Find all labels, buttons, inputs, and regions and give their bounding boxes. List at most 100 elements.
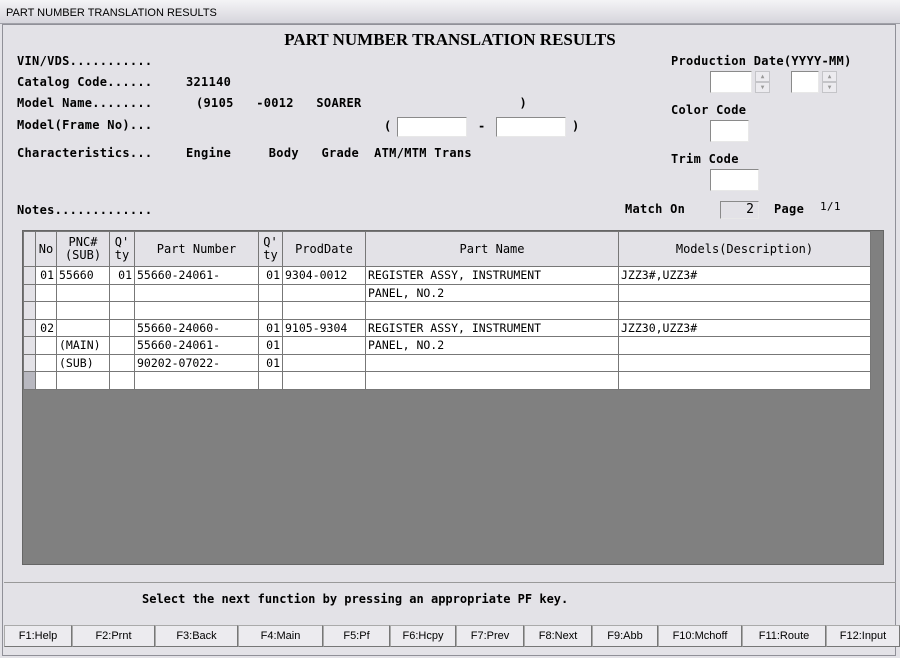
- cell-col-no: 01: [35, 266, 57, 285]
- trim-code-input[interactable]: [710, 169, 759, 191]
- table-row[interactable]: (SUB) 90202-07022- 01: [23, 353, 871, 372]
- frame-number-input[interactable]: [496, 117, 566, 137]
- color-code-input[interactable]: [710, 120, 749, 142]
- cell-col-qty2: 01: [258, 336, 283, 355]
- cell-col-qty2: [258, 283, 283, 302]
- table-row[interactable]: 01 55660 01 55660-24061- 01 9304-0012 REGISTER…: [23, 266, 871, 285]
- header-col-qty: Q' ty: [109, 231, 135, 267]
- row-selector[interactable]: [23, 336, 36, 355]
- cell-col-qty2: 01: [258, 266, 283, 285]
- model-name-label: Model Name........: [17, 96, 153, 110]
- row-selector[interactable]: [23, 266, 36, 285]
- fkey-f3-button[interactable]: F3:Back: [155, 625, 238, 647]
- cell-col-prod-date: 9304-0012: [282, 266, 366, 285]
- catalog-label: Catalog Code......: [17, 75, 153, 89]
- spin-down-icon[interactable]: ▼: [822, 82, 837, 93]
- trim-code-label: Trim Code: [671, 152, 739, 166]
- table-row[interactable]: [23, 371, 871, 390]
- fkey-f9-button[interactable]: F9:Abb: [592, 625, 658, 647]
- fkey-f12-button[interactable]: F12:Input: [826, 625, 900, 647]
- page-label: Page: [774, 202, 805, 216]
- table-row[interactable]: (MAIN) 55660-24061- 01 PANEL, NO.2: [23, 336, 871, 355]
- fkey-f1-button[interactable]: F1:Help: [4, 625, 72, 647]
- vin-label: VIN/VDS...........: [17, 54, 153, 68]
- color-code-label: Color Code: [671, 103, 747, 117]
- characteristics-columns: Engine Body Grade ATM/MTM Trans: [186, 146, 472, 160]
- header-col-models: Models(Description): [618, 231, 871, 267]
- cell-col-part-number: 55660-24061-: [134, 336, 259, 355]
- cell-col-models: [618, 301, 871, 320]
- cell-col-prod-date: [282, 283, 366, 302]
- cell-col-qty: [109, 283, 135, 302]
- window-title: PART NUMBER TRANSLATION RESULTS: [0, 0, 900, 24]
- cell-col-models: [618, 353, 871, 372]
- cell-col-models: JZZ30,UZZ3#: [618, 318, 871, 337]
- cell-col-part-name: PANEL, NO.2: [365, 283, 619, 302]
- fkey-f8-button[interactable]: F8:Next: [524, 625, 592, 647]
- frame-paren-open: (: [384, 119, 392, 133]
- match-on-label: Match On: [625, 202, 686, 216]
- fkey-f7-button[interactable]: F7:Prev: [456, 625, 524, 647]
- year-spinner[interactable]: ▲ ▼: [755, 71, 770, 93]
- production-year-input[interactable]: [710, 71, 752, 93]
- cell-col-no: [35, 353, 57, 372]
- characteristics-label: Characteristics...: [17, 146, 153, 160]
- cell-col-prod-date: [282, 301, 366, 320]
- cell-col-qty: [109, 371, 135, 390]
- cell-col-part-name: REGISTER ASSY, INSTRUMENT: [365, 318, 619, 337]
- header-col-no: No: [35, 231, 57, 267]
- table-row[interactable]: PANEL, NO.2: [23, 283, 871, 302]
- header-col-prod-date: ProdDate: [282, 231, 366, 267]
- cell-col-pnc: (MAIN): [56, 336, 110, 355]
- match-on-value: 2: [720, 201, 759, 219]
- row-selector[interactable]: [23, 371, 36, 390]
- cell-col-no: [35, 336, 57, 355]
- spin-up-icon[interactable]: ▲: [822, 71, 837, 82]
- cell-col-models: [618, 283, 871, 302]
- table-row[interactable]: [23, 301, 871, 320]
- cell-col-qty2: 01: [258, 353, 283, 372]
- cell-col-models: [618, 336, 871, 355]
- cell-col-qty2: 01: [258, 318, 283, 337]
- row-selector[interactable]: [23, 353, 36, 372]
- cell-col-models: [618, 371, 871, 390]
- production-month-input[interactable]: [791, 71, 819, 93]
- frame-label: Model(Frame No)...: [17, 118, 153, 132]
- cell-col-pnc: (SUB): [56, 353, 110, 372]
- header-col-part-name: Part Name: [365, 231, 619, 267]
- page-value: 1/1: [820, 200, 841, 213]
- header-col-pnc: PNC# (SUB): [56, 231, 110, 267]
- fkey-f2-button[interactable]: F2:Prnt: [72, 625, 155, 647]
- row-selector[interactable]: [23, 301, 36, 320]
- cell-col-part-number: [134, 371, 259, 390]
- row-selector[interactable]: [23, 283, 36, 302]
- cell-col-qty: [109, 353, 135, 372]
- fkey-f11-button[interactable]: F11:Route: [742, 625, 826, 647]
- fkey-f4-button[interactable]: F4:Main: [238, 625, 323, 647]
- cell-col-qty2: [258, 371, 283, 390]
- spin-down-icon[interactable]: ▼: [755, 82, 770, 93]
- spin-up-icon[interactable]: ▲: [755, 71, 770, 82]
- cell-col-no: 02: [35, 318, 57, 337]
- cell-col-part-number: 90202-07022-: [134, 353, 259, 372]
- page-title: PART NUMBER TRANSLATION RESULTS: [284, 30, 616, 49]
- fkey-f6-button[interactable]: F6:Hcpy: [390, 625, 456, 647]
- month-spinner[interactable]: ▲ ▼: [822, 71, 837, 93]
- cell-col-qty: [109, 336, 135, 355]
- fkey-f5-button[interactable]: F5:Pf: [323, 625, 390, 647]
- cell-col-part-number: 55660-24060-: [134, 318, 259, 337]
- cell-col-prod-date: [282, 353, 366, 372]
- table-row[interactable]: 02 55660-24060- 01 9105-9304 REGISTER ASSY, …: [23, 318, 871, 337]
- window-frame: [2, 24, 896, 656]
- fkey-f10-button[interactable]: F10:Mchoff: [658, 625, 742, 647]
- cell-col-prod-date: [282, 371, 366, 390]
- catalog-value: 321140: [186, 75, 232, 89]
- frame-paren-close: ): [572, 119, 580, 133]
- cell-col-part-number: [134, 301, 259, 320]
- results-grid[interactable]: No PNC# (SUB) Q' ty Part Number Q' ty ProdDat…: [22, 230, 884, 565]
- cell-col-part-name: REGISTER ASSY, INSTRUMENT: [365, 266, 619, 285]
- results-table: No PNC# (SUB) Q' ty Part Number Q' ty ProdDat…: [23, 231, 871, 390]
- frame-model-input[interactable]: [397, 117, 467, 137]
- row-selector[interactable]: [23, 318, 36, 337]
- cell-col-pnc: [56, 283, 110, 302]
